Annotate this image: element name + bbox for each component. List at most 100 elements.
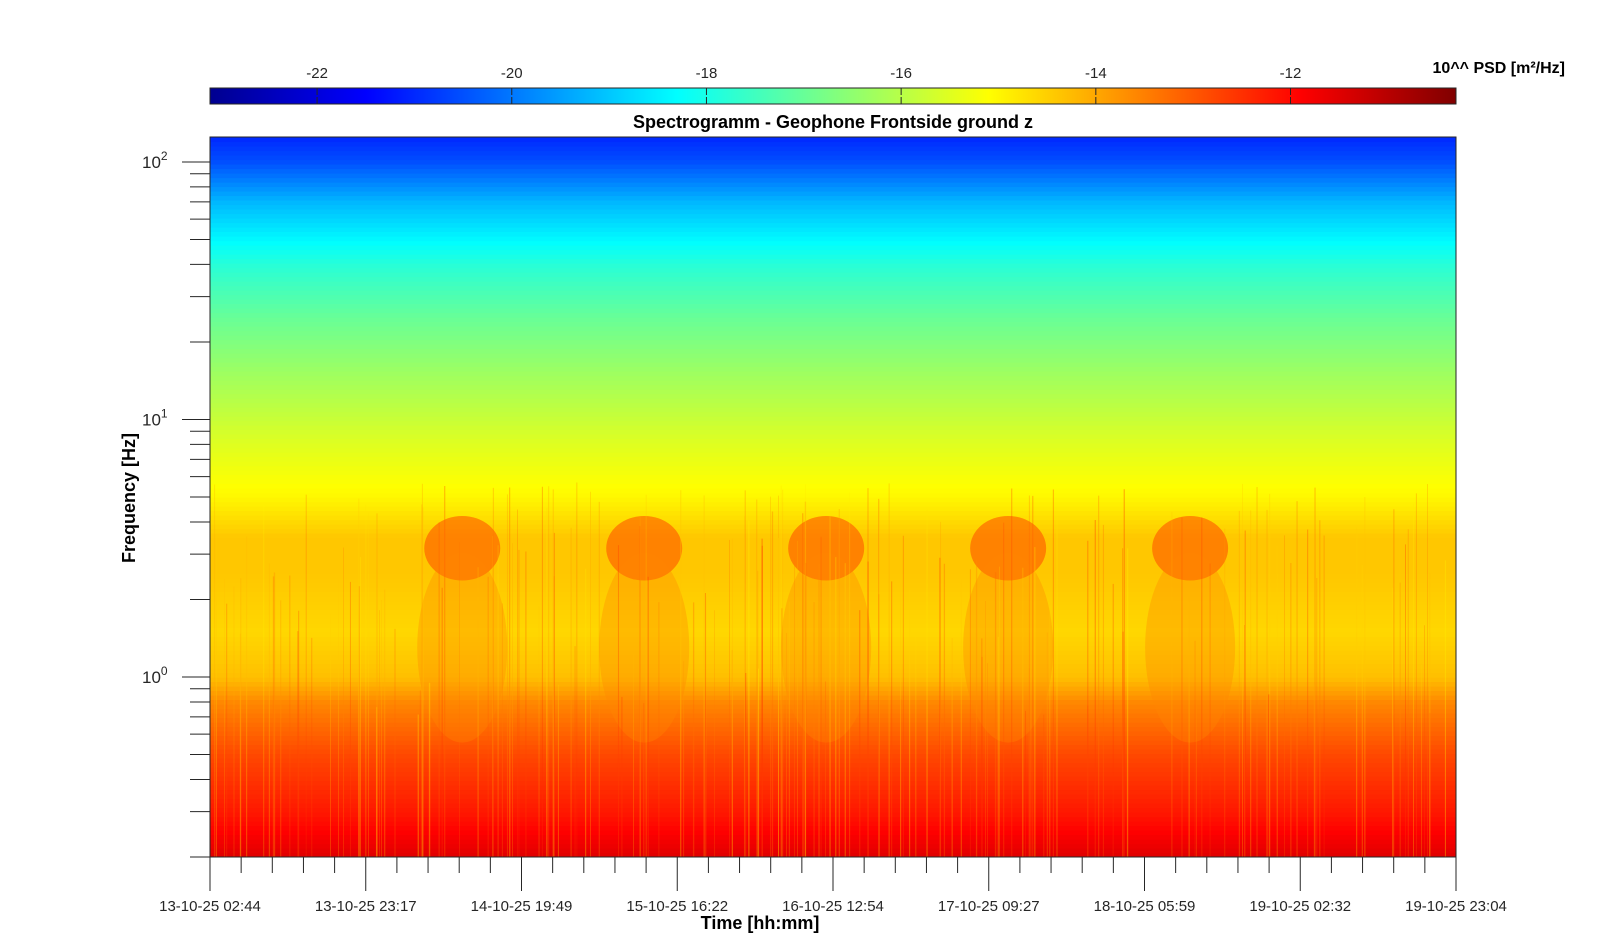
frequency-band [210, 713, 1456, 719]
frequency-band [210, 276, 1456, 282]
frequency-band [210, 164, 1456, 170]
frequency-band [210, 267, 1456, 273]
frequency-band [210, 177, 1456, 183]
frequency-band [210, 186, 1456, 192]
activity-patch [788, 515, 865, 581]
frequency-band [210, 443, 1456, 449]
frequency-band [210, 173, 1456, 179]
frequency-band [210, 263, 1456, 269]
frequency-band [210, 344, 1456, 350]
frequency-band [210, 677, 1456, 683]
frequency-band [210, 317, 1456, 323]
frequency-band [210, 776, 1456, 782]
y-tick-label: 101 [142, 406, 168, 429]
frequency-band [210, 663, 1456, 669]
frequency-band [210, 821, 1456, 827]
frequency-band [210, 767, 1456, 773]
frequency-band [210, 425, 1456, 431]
y-tick-label: 100 [142, 664, 168, 687]
frequency-band [210, 411, 1456, 417]
frequency-band [210, 227, 1456, 233]
activity-halo [963, 552, 1054, 743]
frequency-band [210, 668, 1456, 674]
chart-title: Spectrogramm - Geophone Frontside ground… [633, 112, 1033, 132]
frequency-band [210, 299, 1456, 305]
colorbar-tick-label: -12 [1280, 65, 1302, 82]
frequency-band [210, 749, 1456, 755]
activity-halo [1145, 552, 1236, 743]
x-axis-label: Time [hh:mm] [701, 913, 820, 933]
frequency-band [210, 686, 1456, 692]
frequency-band [210, 150, 1456, 156]
frequency-band [210, 690, 1456, 696]
frequency-band [210, 605, 1456, 611]
y-axis: 100 101 102 [142, 149, 210, 858]
frequency-band [210, 348, 1456, 354]
frequency-band [210, 330, 1456, 336]
colorbar-tick-label: -20 [501, 65, 523, 82]
x-tick-label: 16-10-25 12:54 [782, 898, 884, 915]
frequency-band [210, 483, 1456, 489]
frequency-band [210, 303, 1456, 309]
frequency-band [210, 416, 1456, 422]
x-tick-label: 19-10-25 23:04 [1405, 898, 1507, 915]
frequency-band [210, 285, 1456, 291]
frequency-band [210, 402, 1456, 408]
frequency-band [210, 254, 1456, 260]
frequency-band [210, 596, 1456, 602]
frequency-band [210, 447, 1456, 453]
frequency-band [210, 587, 1456, 593]
frequency-band [210, 461, 1456, 467]
x-tick-label: 13-10-25 02:44 [159, 898, 261, 915]
frequency-band [210, 470, 1456, 476]
x-axis: 13-10-25 02:44 13-10-25 23:17 14-10-25 19:… [159, 857, 1507, 915]
frequency-band [210, 609, 1456, 615]
frequency-band [210, 785, 1456, 791]
frequency-band [210, 636, 1456, 642]
frequency-band [210, 789, 1456, 795]
frequency-band [210, 141, 1456, 147]
frequency-band [210, 812, 1456, 818]
frequency-band [210, 146, 1456, 152]
y-tick-label: 102 [142, 149, 168, 172]
frequency-band [210, 357, 1456, 363]
x-tick-label: 14-10-25 19:49 [471, 898, 573, 915]
frequency-band [210, 830, 1456, 836]
frequency-band [210, 281, 1456, 287]
frequency-band [210, 258, 1456, 264]
frequency-band [210, 614, 1456, 620]
frequency-band [210, 623, 1456, 629]
frequency-band [210, 249, 1456, 255]
frequency-band [210, 335, 1456, 341]
frequency-band [210, 632, 1456, 638]
frequency-band [210, 420, 1456, 426]
x-tick-label: 18-10-25 05:59 [1094, 898, 1196, 915]
frequency-band [210, 308, 1456, 314]
frequency-band [210, 168, 1456, 174]
frequency-band [210, 195, 1456, 201]
frequency-band [210, 753, 1456, 759]
frequency-band [210, 848, 1456, 854]
frequency-band [210, 794, 1456, 800]
x-tick-label: 13-10-25 23:17 [315, 898, 417, 915]
frequency-band [210, 231, 1456, 237]
frequency-band [210, 236, 1456, 242]
frequency-band [210, 798, 1456, 804]
frequency-band [210, 627, 1456, 633]
frequency-band [210, 497, 1456, 503]
frequency-band [210, 807, 1456, 813]
frequency-band [210, 137, 1456, 143]
frequency-band [210, 591, 1456, 597]
activity-patch [1152, 515, 1229, 581]
frequency-band [210, 366, 1456, 372]
frequency-band [210, 681, 1456, 687]
frequency-band [210, 645, 1456, 651]
frequency-band [210, 510, 1456, 516]
daytime-activity-patches [417, 515, 1236, 743]
x-tick-label: 15-10-25 16:22 [626, 898, 728, 915]
frequency-band [210, 465, 1456, 471]
frequency-band [210, 213, 1456, 219]
frequency-band [210, 321, 1456, 327]
frequency-band [210, 578, 1456, 584]
